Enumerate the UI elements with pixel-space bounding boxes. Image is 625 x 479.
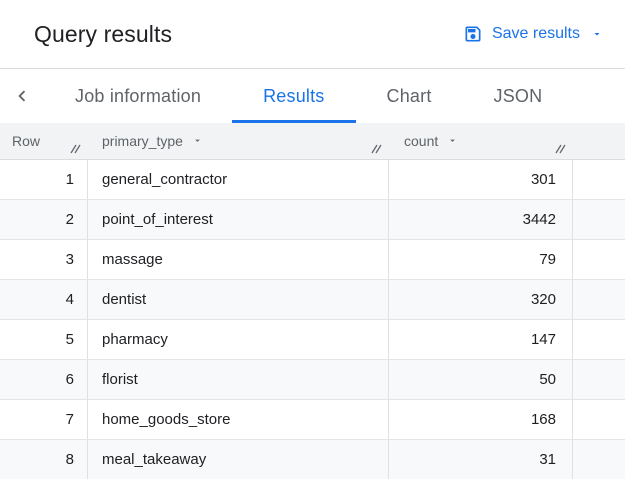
tab-job-information[interactable]: Job information [44,69,232,123]
filler-cell [573,320,625,359]
filler-cell [573,200,625,239]
table-row: 1 general_contractor 301 [0,160,625,200]
tab-label: Chart [386,85,432,106]
row-number-cell: 1 [0,160,88,199]
row-number-cell: 7 [0,400,88,439]
column-label-primary-type: primary_type [102,133,183,149]
results-header: Query results Save results [0,0,625,68]
page-title: Query results [34,20,173,47]
column-menu-icon[interactable] [447,133,458,149]
save-results-button[interactable]: Save results [455,18,611,50]
primary-type-cell: florist [88,360,389,399]
tab-chart[interactable]: Chart [356,69,463,123]
primary-type-cell: point_of_interest [88,200,389,239]
chevron-down-icon [591,28,603,40]
row-number-cell: 6 [0,360,88,399]
count-cell: 320 [389,280,573,319]
column-label-row: Row [12,133,41,149]
count-cell: 79 [389,240,573,279]
table-row: 4 dentist 320 [0,280,625,320]
primary-type-cell: home_goods_store [88,400,389,439]
count-cell: 3442 [389,200,573,239]
filler-cell [573,400,625,439]
column-resize-handle[interactable] [554,141,566,157]
column-resize-handle[interactable] [69,141,81,157]
column-header-filler [573,123,625,159]
filler-cell [573,240,625,279]
row-number-cell: 2 [0,200,88,239]
chevron-left-icon[interactable] [0,69,44,123]
filler-cell [573,360,625,399]
primary-type-cell: general_contractor [88,160,389,199]
filler-cell [573,160,625,199]
column-label-count: count [404,133,439,149]
column-header-primary-type: primary_type [88,123,389,159]
primary-type-cell: pharmacy [88,320,389,359]
primary-type-cell: massage [88,240,389,279]
tab-results[interactable]: Results [232,69,356,123]
row-number-cell: 3 [0,240,88,279]
results-tab-bar: Job information Results Chart JSON [0,68,625,123]
row-number-cell: 8 [0,440,88,479]
tab-json[interactable]: JSON [463,69,574,123]
tab-label: Job information [75,85,202,106]
table-row: 3 massage 79 [0,240,625,280]
row-number-cell: 5 [0,320,88,359]
primary-type-cell: dentist [88,280,389,319]
filler-cell [573,440,625,479]
table-row: 8 meal_takeaway 31 [0,440,625,479]
results-table: 1 general_contractor 301 2 point_of_inte… [0,160,625,479]
table-row: 6 florist 50 [0,360,625,400]
tab-label: JSON [493,85,543,106]
table-row: 7 home_goods_store 168 [0,400,625,440]
row-number-cell: 4 [0,280,88,319]
column-resize-handle[interactable] [370,141,382,157]
count-cell: 147 [389,320,573,359]
count-cell: 31 [389,440,573,479]
filler-cell [573,280,625,319]
count-cell: 168 [389,400,573,439]
column-header-row: Row [0,123,88,159]
table-row: 5 pharmacy 147 [0,320,625,360]
column-menu-icon[interactable] [192,133,203,149]
count-cell: 50 [389,360,573,399]
save-results-label: Save results [491,25,580,42]
count-cell: 301 [389,160,573,199]
table-header: Row primary_type count [0,123,625,160]
table-row: 2 point_of_interest 3442 [0,200,625,240]
column-header-count: count [389,123,573,159]
tab-label: Results [263,85,325,106]
save-icon [463,24,483,44]
primary-type-cell: meal_takeaway [88,440,389,479]
